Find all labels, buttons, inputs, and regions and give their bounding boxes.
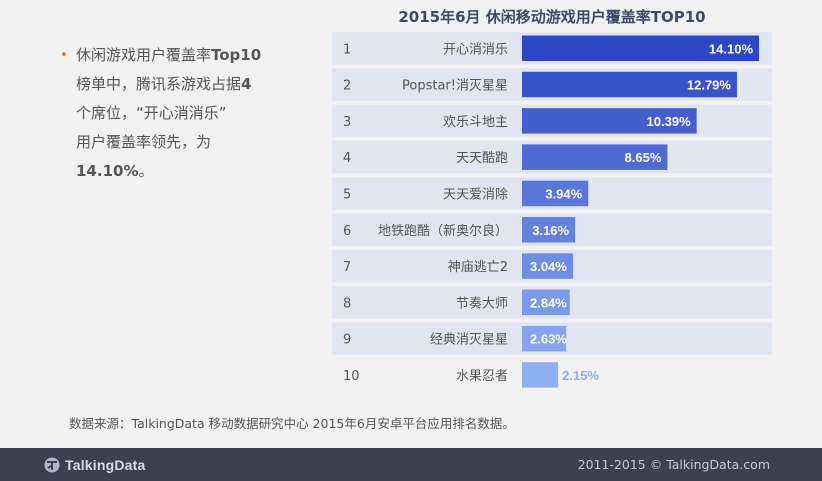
rank-label: 2 [343,79,351,94]
summary-line: 休闲游戏用户覆盖率Top10 [76,41,270,70]
category-label: 天天爱消除 [443,187,508,202]
rank-label: 7 [343,260,351,275]
value-label: 12.79% [687,78,732,93]
bar [522,180,589,207]
copyright-text: 2011-2015 © TalkingData.com [577,457,770,472]
category-label: 神庙逃亡2 [448,260,508,275]
value-label: 2.15% [562,368,599,383]
rank-label: 4 [343,151,351,166]
category-label: 欢乐斗地主 [443,115,508,130]
summary-run: 用户覆盖率领先，为 [76,133,212,151]
summary-line: 个席位，“开心消消乐” [76,99,270,128]
footer-logo[interactable]: TalkingData [42,455,146,475]
bar [522,35,759,61]
source-note: 数据来源：TalkingData 移动数据研究中心 2015年6月安卓平台应用排… [69,416,515,431]
value-label: 14.10% [709,41,754,56]
rank-label: 5 [343,187,351,202]
bar-chart: 1 开心消消乐 14.10% 2 Popstar!消灭星星 12.79% 3 欢乐斗地主 10.… [332,32,772,388]
summary-run: 榜单中，腾讯系游戏占据 [76,75,242,93]
category-label: 水果忍者 [456,369,508,384]
bar [522,108,697,134]
bar [522,217,576,243]
logo-text: TalkingData [65,457,146,473]
category-label: 经典消灭星星 [430,333,508,348]
summary-emphasis: 4 [241,75,252,93]
summary-run: 休闲游戏用户覆盖率 [76,46,212,64]
rank-label: 10 [343,369,360,384]
value-label: 2.63% [530,332,567,347]
rank-label: 6 [343,224,351,239]
category-label: 天天酷跑 [456,151,508,166]
summary-emphasis: Top10 [211,46,262,64]
summary-run: 个席位，“开心消消乐” [76,104,227,122]
summary-line: 榜单中，腾讯系游戏占据4 [76,70,270,99]
value-label: 10.39% [647,114,692,129]
category-label: 地铁跑酷（新奥尔良） [378,223,508,239]
summary-run: 。 [138,162,154,180]
rank-label: 1 [343,42,351,57]
summary-text: 休闲游戏用户覆盖率Top10 榜单中，腾讯系游戏占据4 个席位，“开心消消乐” 用户覆… [60,41,270,186]
value-label: 2.84% [530,295,567,310]
category-label: 开心消消乐 [443,42,508,57]
rank-label: 3 [343,115,351,130]
bar [522,71,737,98]
bar [522,362,559,388]
value-label: 3.16% [532,223,569,238]
category-label: Popstar!消灭星星 [402,79,508,94]
bar [522,325,567,352]
summary-block: • 休闲游戏用户覆盖率Top10 榜单中，腾讯系游戏占据4 个席位，“开心消消乐” 用… [60,41,270,186]
summary-line: 用户覆盖率领先，为 [76,128,270,157]
bar [522,144,668,170]
rank-label: 8 [343,296,351,311]
talkingdata-logo-icon [44,457,60,473]
value-label: 8.65% [625,150,662,165]
value-label: 3.04% [530,259,567,274]
value-label: 3.94% [545,186,582,201]
bar [522,289,570,316]
category-label: 节奏大师 [456,296,508,311]
bar [522,253,574,279]
summary-emphasis: 14.10% [76,162,139,180]
summary-line: 14.10%。 [76,157,270,186]
chart-title: 2015年6月 休闲移动游戏用户覆盖率TOP10 [398,8,706,26]
bullet-icon: • [60,48,68,63]
rank-label: 9 [343,333,351,348]
footer-bar: TalkingData 2011-2015 © TalkingData.com [0,448,822,481]
